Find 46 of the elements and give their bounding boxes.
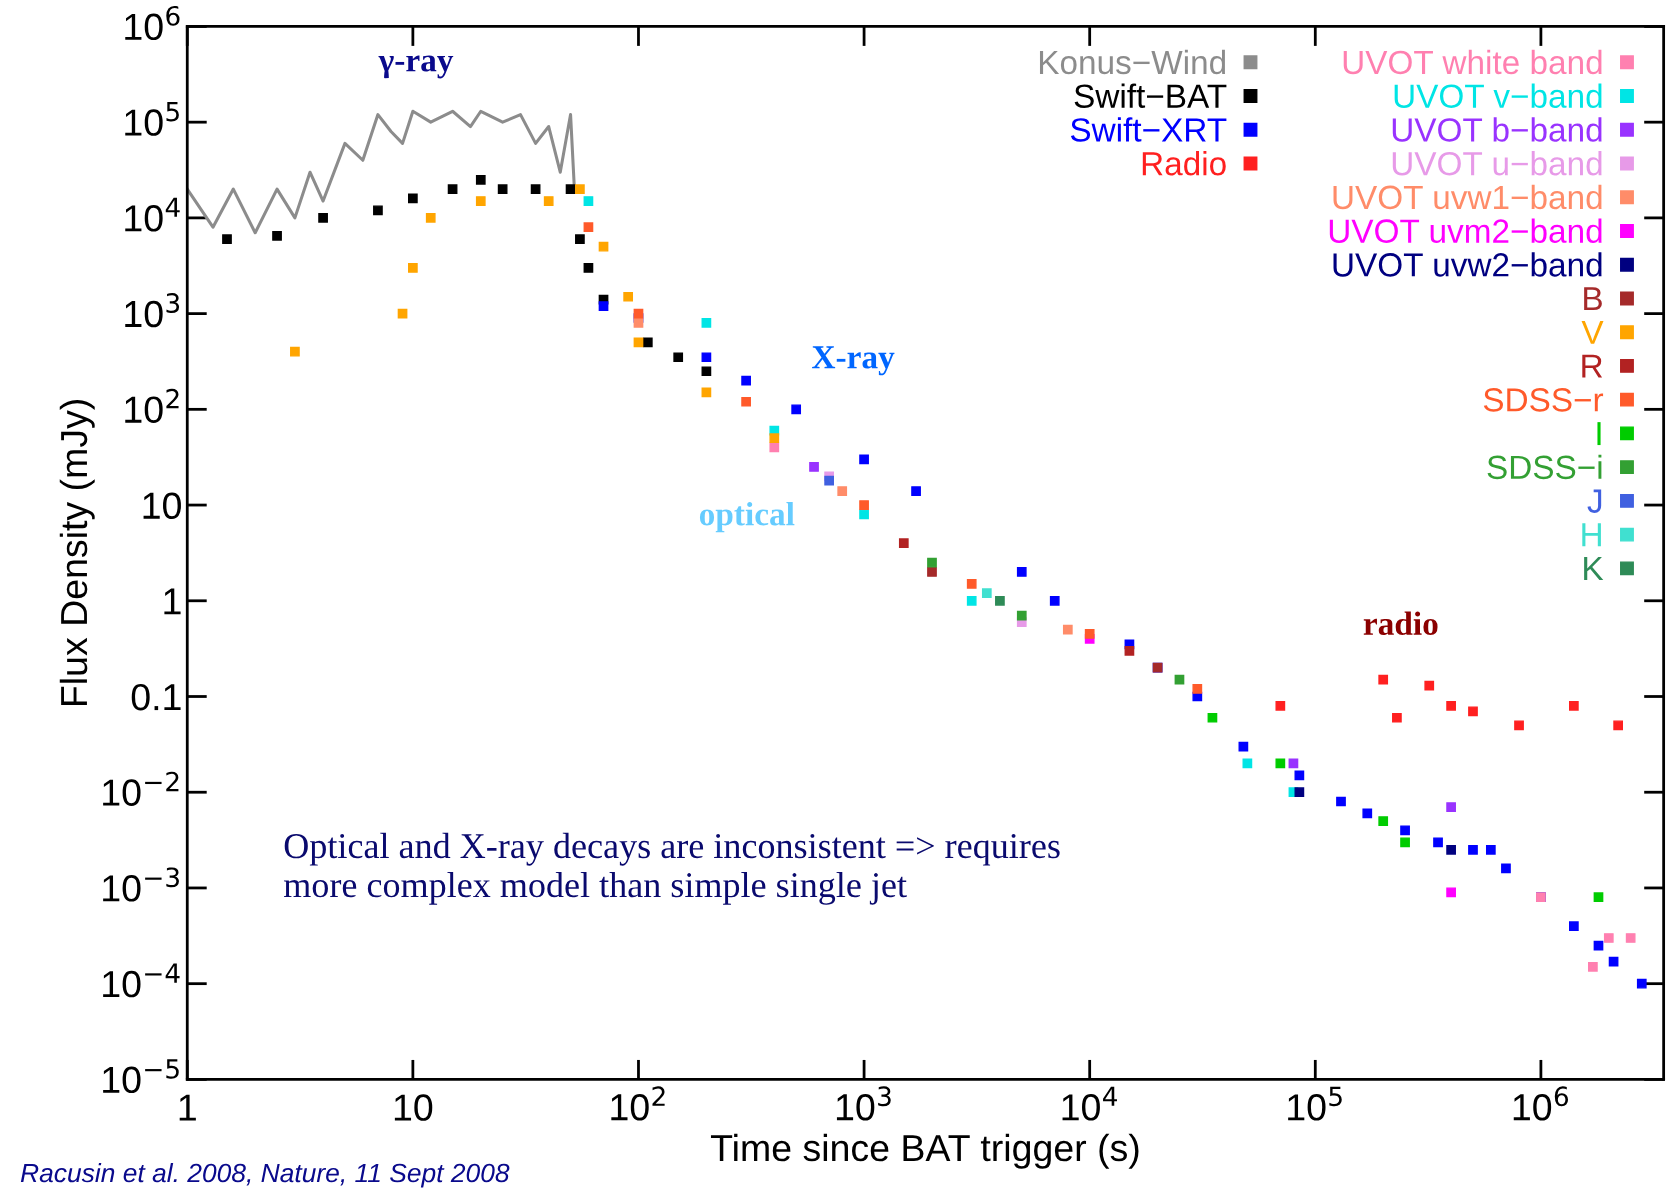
legend-label: UVOT uvw1−band — [1333, 184, 1602, 210]
legend-label: K — [1584, 557, 1604, 581]
y-tick-label: 10$^{−2}$ — [103, 771, 179, 806]
x-tick-label: 10$^{5}$ — [1288, 1086, 1342, 1121]
legend-label: H — [1582, 523, 1601, 547]
legend-label: B — [1584, 287, 1602, 311]
y-tick-label: 10$^{−4}$ — [103, 963, 180, 998]
legend-label: UVOT uvm2−band — [1329, 218, 1602, 243]
legend-label: Radio — [1142, 151, 1226, 176]
annotation: X-ray — [812, 346, 895, 376]
legend-label: UVOT u−band — [1392, 151, 1602, 176]
y-tick-label: 1 — [164, 588, 181, 615]
x-tick-label: 10 — [394, 1094, 433, 1121]
x-tick-label: 10$^{4}$ — [1062, 1086, 1117, 1121]
legend-label: UVOT b−band — [1392, 117, 1602, 142]
legend-label: Swift−XRT — [1070, 117, 1227, 142]
y-tick-label: 10$^{5}$ — [125, 102, 179, 136]
legend-label: SDSS−r — [1483, 388, 1604, 412]
y-tick-label: 10$^{−5}$ — [103, 1059, 179, 1094]
legend-label: SDSS−i — [1487, 454, 1602, 480]
y-tick-label: 0.1 — [131, 683, 181, 711]
y-tick-label: 10$^{4}$ — [125, 197, 180, 232]
legend-label: I — [1597, 422, 1601, 446]
text: Racusin et al. 2008, Nature, 11 Sept 2008 — [20, 1162, 510, 1188]
x-tick-label: 10$^{2}$ — [611, 1086, 665, 1121]
annotation: γ-ray — [378, 55, 454, 79]
annotation: radio — [1363, 611, 1438, 635]
y-tick-label: 10$^{2}$ — [125, 388, 179, 424]
annotation: Optical and X-ray decays are inconsistent => requires more complex model than simple single jet — [283, 832, 1060, 905]
legend-label: V — [1581, 320, 1604, 344]
y-axis-title: Flux Density (mJy) — [59, 400, 95, 706]
legend-label: UVOT v−band — [1394, 83, 1602, 108]
legend-label: UVOT white band — [1343, 49, 1602, 75]
legend-label: J — [1587, 489, 1602, 513]
legend-label: R — [1582, 354, 1603, 378]
y-tick-label: 10 — [143, 492, 181, 520]
legend-label: Swift−BAT — [1074, 83, 1227, 108]
y-tick-label: 10$^{3}$ — [125, 293, 180, 328]
y-tick-label: 10$^{6}$ — [125, 5, 180, 41]
annotation: optical — [699, 502, 795, 533]
legend-label: Konus−Wind — [1039, 49, 1226, 75]
y-tick-label: 10$^{−3}$ — [103, 867, 179, 902]
legend-label: UVOT uvw2−band — [1333, 252, 1602, 277]
x-tick-label: 10$^{6}$ — [1513, 1086, 1569, 1121]
x-axis-title: Time since BAT trigger (s) — [710, 1133, 1139, 1169]
x-tick-label: 10$^{3}$ — [836, 1086, 891, 1121]
